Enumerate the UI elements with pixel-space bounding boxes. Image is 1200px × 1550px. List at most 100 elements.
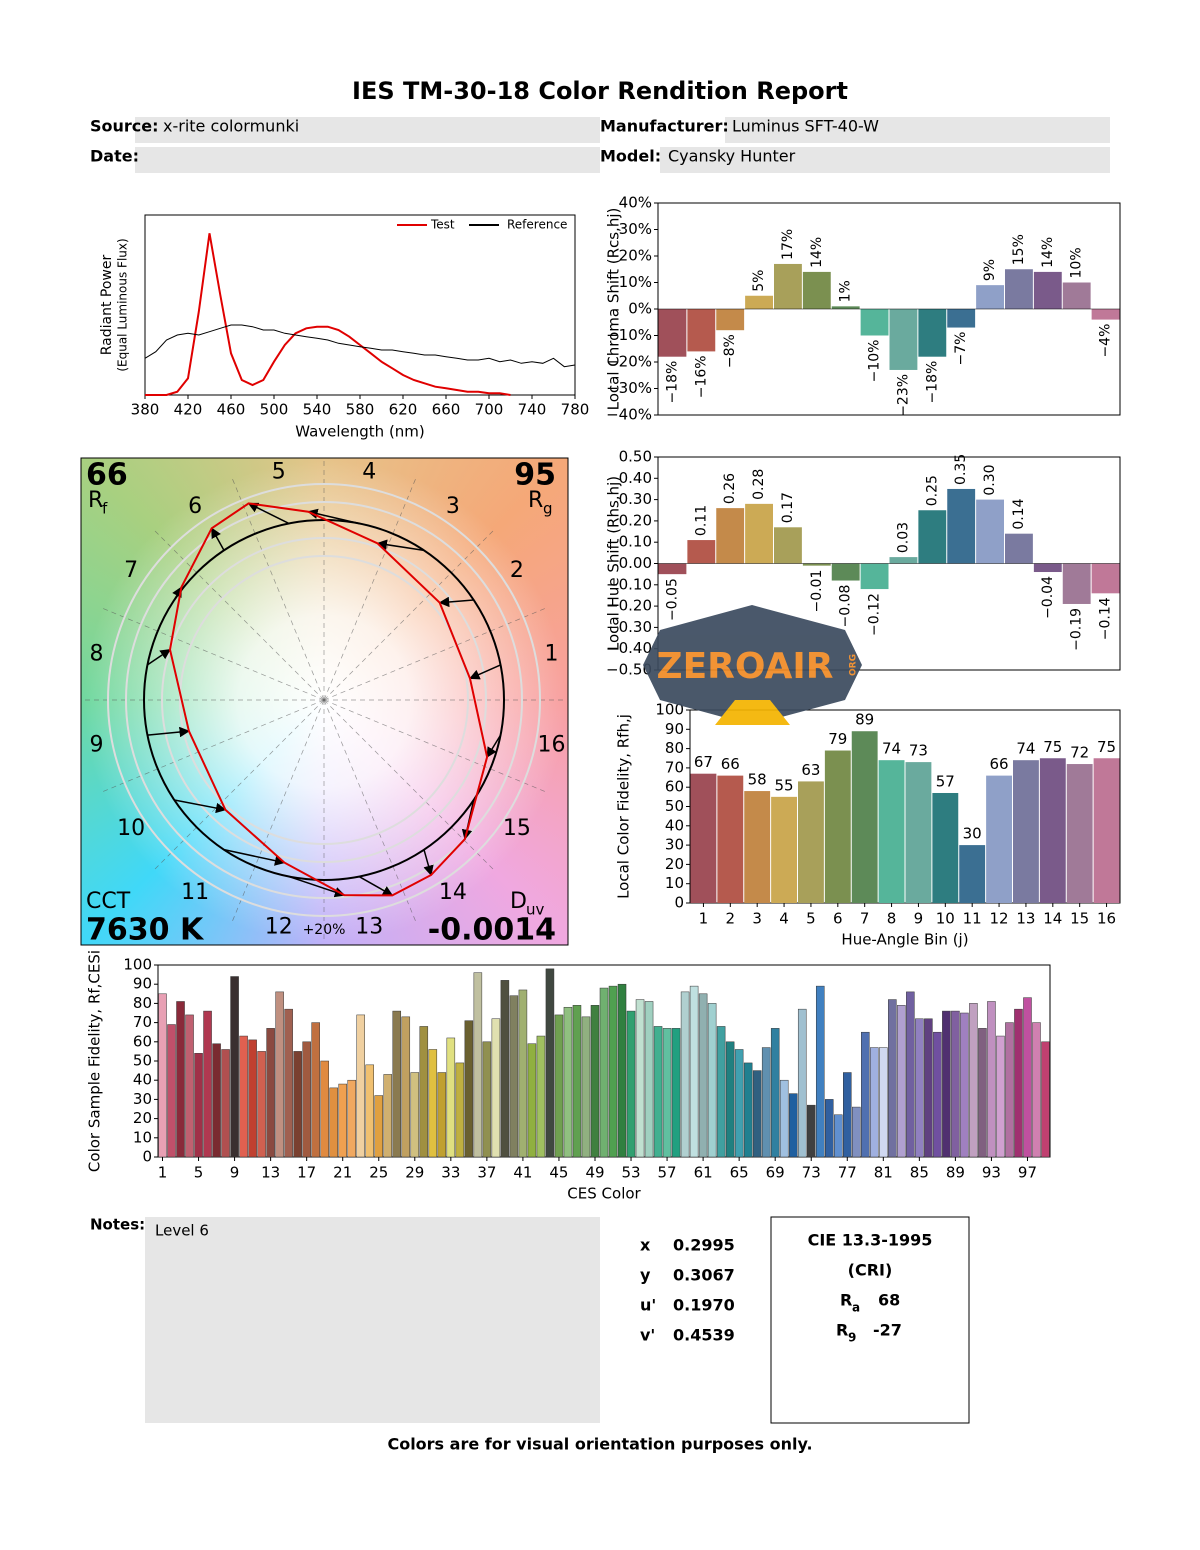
field-value: Luminus SFT-40-W	[732, 117, 879, 136]
bar	[473, 972, 483, 1158]
y-tick-label: 10	[665, 874, 684, 892]
value-label: −0.14	[1098, 597, 1114, 640]
value-label: 0.25	[924, 475, 940, 506]
bar	[527, 1043, 537, 1158]
bar	[599, 987, 609, 1158]
bar	[626, 1010, 636, 1158]
bar	[428, 1049, 438, 1158]
x-tick-label: 420	[174, 401, 203, 419]
y-tick-label: 0	[674, 894, 684, 912]
shift-arrow	[438, 596, 474, 608]
shift-arrow	[288, 875, 346, 898]
y-tick-label: 90	[665, 720, 684, 738]
value-label: −0.19	[1069, 608, 1085, 651]
radial-guide	[154, 530, 325, 701]
ra-label: R	[840, 1291, 852, 1310]
y-tick-label: 0.10	[619, 533, 652, 551]
bar	[774, 527, 802, 564]
bar	[1032, 1022, 1041, 1158]
cri-title: CIE 13.3-1995	[808, 1231, 933, 1250]
y-tick-label: 0.30	[619, 490, 652, 508]
y-tick-label: 0.20	[619, 511, 652, 529]
bar	[987, 1001, 996, 1158]
value-label: 10%	[1069, 247, 1085, 278]
bar	[1033, 271, 1062, 309]
bar	[690, 773, 717, 903]
bin-label: 5	[272, 459, 286, 484]
bar	[581, 1016, 591, 1158]
x-tick-label: 3	[752, 910, 762, 928]
y-tick-label: 20	[665, 855, 684, 873]
bar	[275, 991, 284, 1158]
bar	[302, 1041, 311, 1158]
duv-value: -0.0014	[428, 913, 556, 948]
value-label: −7%	[953, 332, 969, 366]
duv-sub: uv	[526, 901, 545, 919]
bar	[437, 1072, 447, 1158]
y-tick-label: 70	[133, 1013, 152, 1031]
cri-subtitle: (CRI)	[848, 1261, 893, 1280]
bin-label: 9	[89, 732, 103, 757]
bar	[774, 263, 802, 309]
x-tick-label: 380	[131, 401, 160, 419]
x-tick-label: 9	[914, 910, 924, 928]
y-axis-note: (Equal Luminous Flux)	[116, 238, 130, 371]
y-tick-label: 100	[123, 956, 152, 974]
bar	[383, 1074, 393, 1158]
value-label: 1%	[838, 280, 854, 302]
report-title: IES TM-30-18 Color Rendition Report	[352, 77, 848, 105]
value-label: 67	[694, 753, 713, 771]
chromaticity-label: v'	[640, 1326, 655, 1345]
bar	[744, 791, 771, 903]
ra-sub: a	[852, 1301, 860, 1315]
bar	[824, 750, 851, 903]
bar	[491, 1018, 501, 1158]
value-label: 14%	[1040, 237, 1056, 268]
value-label: 79	[828, 730, 847, 748]
value-label: 0.11	[693, 505, 709, 536]
field-label: Model:	[600, 147, 661, 166]
x-tick-label: 25	[369, 1164, 388, 1182]
bar	[743, 1062, 753, 1158]
chromaticity-label: y	[640, 1266, 651, 1285]
bin-label: 10	[117, 816, 145, 841]
x-tick-label: 620	[389, 401, 418, 419]
x-tick-label: 69	[766, 1164, 785, 1182]
y-tick-label: 40	[133, 1071, 152, 1089]
radial-guide	[323, 530, 494, 701]
y-tick-label: −30%	[606, 379, 652, 397]
y-tick-label: −40%	[606, 406, 652, 424]
x-tick-label: 500	[260, 401, 289, 419]
bar	[942, 1010, 951, 1158]
radial-guide	[102, 699, 325, 793]
radial-guide	[231, 478, 325, 701]
watermark-sub: ORG	[849, 654, 859, 676]
bar	[1033, 563, 1062, 573]
bar	[771, 796, 797, 903]
shift-arrow	[469, 664, 501, 680]
bar	[831, 563, 860, 581]
bar	[608, 985, 618, 1158]
bar	[401, 1016, 411, 1158]
y-axis-label: Color Sample Fidelity, Rf,CESi	[86, 950, 104, 1172]
y-tick-label: 10	[133, 1128, 152, 1146]
value-label: 30	[963, 825, 982, 843]
bar	[545, 968, 555, 1158]
bin-label: 8	[89, 642, 103, 667]
bin-label: 13	[355, 915, 383, 940]
bar	[329, 1087, 338, 1158]
bar	[932, 792, 959, 903]
bar	[716, 508, 745, 564]
field-label: Manufacturer:	[600, 117, 729, 136]
x-axis-label: Wavelength (nm)	[295, 423, 425, 441]
field-value: x-rite colormunki	[163, 117, 299, 136]
y-tick-label: 0.00	[619, 554, 652, 572]
value-label: 0.30	[982, 464, 998, 495]
value-label: 14%	[809, 237, 825, 268]
ring-label: +20%	[303, 922, 346, 938]
shift-arrow	[358, 875, 394, 897]
r9-sub: 9	[848, 1331, 856, 1345]
bar	[518, 989, 528, 1158]
bar	[878, 760, 905, 903]
r9-label: R	[836, 1321, 848, 1340]
